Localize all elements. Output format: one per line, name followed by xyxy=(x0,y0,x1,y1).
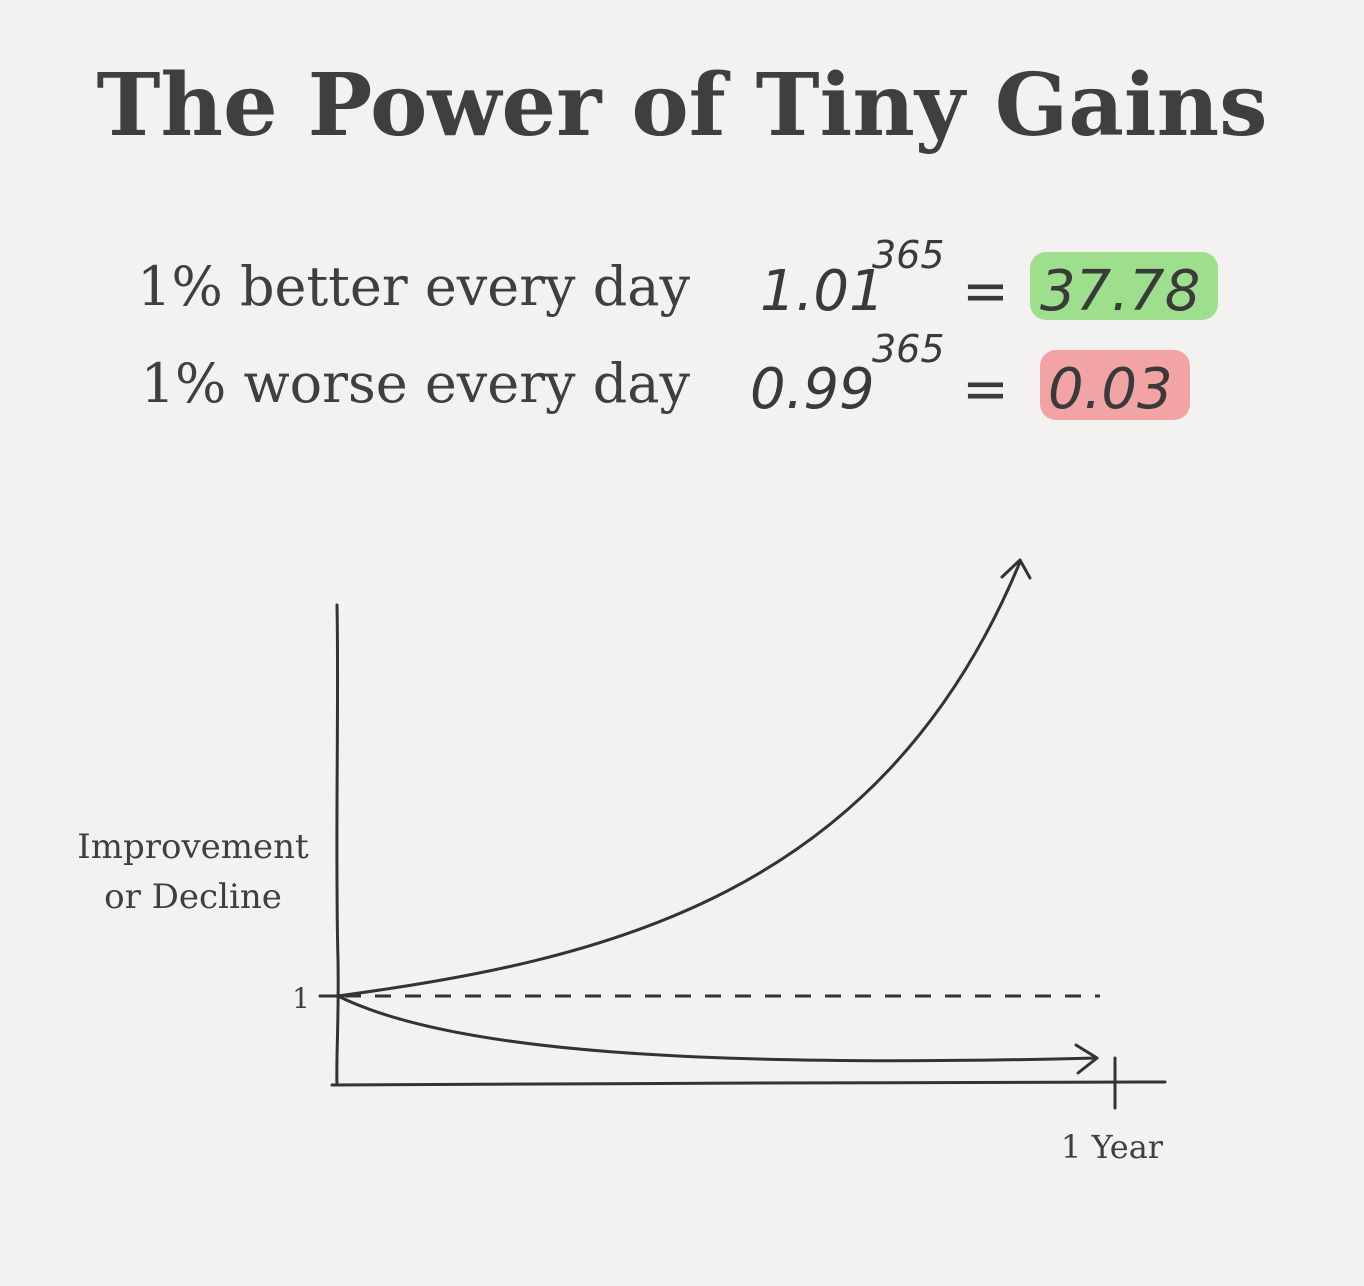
arrowhead xyxy=(1000,558,1032,580)
equation-label: 1% better every day xyxy=(137,255,690,318)
equation-result: 0.03 xyxy=(1048,357,1173,422)
x-tick-label: 1 Year xyxy=(1061,1128,1164,1166)
y-axis-label: Improvement xyxy=(77,827,309,867)
equation-base: 1.01 xyxy=(760,259,885,324)
result-highlight-red xyxy=(1040,350,1190,420)
y-axis xyxy=(335,603,340,1087)
equation-exponent: 365 xyxy=(872,327,945,371)
title: The Power of Tiny Gains xyxy=(96,55,1267,156)
decline-curve xyxy=(336,994,1099,1063)
result-highlight-green xyxy=(1030,252,1218,320)
equation-label: 1% worse every day xyxy=(141,352,691,415)
growth-curve xyxy=(336,560,1022,998)
equation-exponent: 365 xyxy=(872,233,945,277)
equals-sign: = xyxy=(962,259,1009,324)
equals-sign: = xyxy=(962,357,1009,422)
equation-base: 0.99 xyxy=(750,357,875,422)
equation-result: 37.78 xyxy=(1040,259,1200,324)
y-tick-label: 1 xyxy=(292,982,310,1015)
y-axis-label: or Decline xyxy=(104,877,282,917)
arrowhead xyxy=(1074,1043,1099,1075)
x-axis xyxy=(330,1080,1167,1087)
